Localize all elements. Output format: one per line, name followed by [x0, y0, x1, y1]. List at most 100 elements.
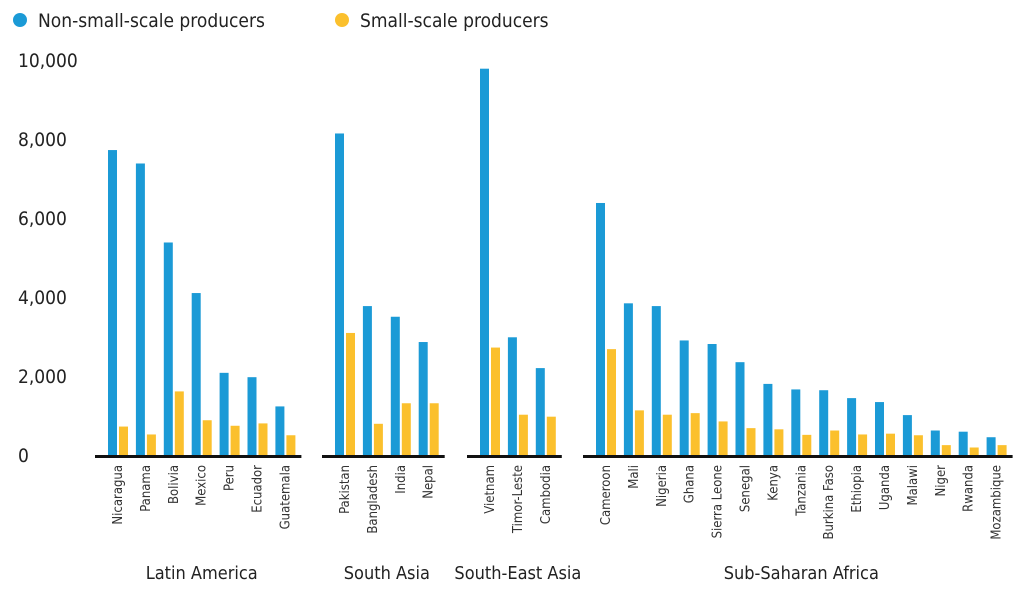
bar-non-small-mali — [623, 303, 633, 455]
bar-non-small-sierra-leone — [707, 344, 717, 455]
legend-swatch-non-small — [13, 13, 27, 27]
bar-non-small-peru — [219, 372, 229, 455]
bar-small-rwanda — [969, 447, 979, 455]
bar-small-bolivia — [174, 391, 184, 455]
y-tick-label: 0 — [18, 445, 29, 467]
group-label: South Asia — [344, 563, 430, 584]
bar-small-nepal — [429, 403, 439, 455]
bar-small-guatemala — [286, 435, 296, 455]
x-tick-label: Nepal — [422, 465, 437, 499]
bar-small-ecuador — [258, 423, 268, 455]
legend: Non-small-scale producers Small-scale pr… — [13, 10, 549, 32]
bar-small-malawi — [913, 435, 923, 455]
x-tick-label: Cameroon — [599, 465, 614, 525]
bar-small-nigeria — [662, 414, 672, 455]
bar-non-small-pakistan — [335, 133, 344, 455]
bar-small-peru — [230, 425, 240, 455]
bar-small-vietnam — [491, 347, 500, 455]
bar-small-cameroon — [607, 349, 616, 455]
x-tick-label: Kenya — [766, 465, 781, 501]
bar-non-small-tanzania — [791, 389, 801, 455]
x-tick-label: Ghana — [683, 465, 698, 503]
legend-label-small: Small-scale producers — [360, 10, 549, 32]
group-label: South-East Asia — [454, 563, 581, 584]
bar-non-small-india — [390, 316, 400, 455]
x-tick-label: Vietnam — [483, 465, 498, 514]
bar-small-ghana — [690, 413, 700, 455]
x-tick-label: Cambodia — [539, 465, 554, 524]
x-tick-label: Guatemala — [278, 465, 293, 529]
bar-small-uganda — [886, 433, 895, 455]
bar-non-small-rwanda — [958, 431, 968, 455]
bar-small-pakistan — [346, 332, 355, 455]
bar-non-small-mexico — [191, 293, 201, 455]
bar-small-senegal — [746, 428, 756, 455]
bar-non-small-ethiopia — [847, 398, 857, 455]
bars — [108, 68, 1007, 456]
bar-small-mali — [634, 410, 644, 455]
bar-small-mexico — [202, 420, 212, 455]
bar-small-panama — [146, 434, 156, 455]
bar-non-small-ghana — [679, 340, 689, 455]
bar-non-small-bangladesh — [362, 306, 372, 455]
x-tick-label: Mali — [627, 465, 642, 489]
bar-small-timor-leste — [518, 414, 528, 455]
bar-small-cambodia — [546, 416, 556, 455]
bar-small-india — [401, 403, 411, 455]
bar-small-niger — [941, 445, 951, 455]
bar-non-small-uganda — [875, 402, 884, 455]
x-tick-label: Peru — [223, 465, 238, 491]
y-axis: 0 2,000 4,000 6,000 8,000 10,000 — [18, 50, 78, 467]
x-tick-label: Senegal — [739, 465, 754, 512]
x-tick-label: Uganda — [878, 465, 893, 510]
x-tick-label: Malawi — [906, 465, 921, 506]
bar-non-small-vietnam — [480, 68, 489, 455]
group-labels: Latin America South Asia South-East Asia Su… — [146, 563, 879, 584]
bar-small-nicaragua — [119, 426, 128, 455]
bar-small-ethiopia — [858, 434, 868, 455]
group-label: Latin America — [146, 563, 258, 584]
x-axis-labels: Nicaragua Panama Bolivia Mexico Peru Ecuador G… — [111, 465, 1005, 540]
x-tick-label: Nigeria — [655, 465, 670, 507]
bar-small-bangladesh — [373, 423, 383, 455]
bar-non-small-niger — [930, 430, 940, 455]
bar-non-small-ecuador — [247, 377, 257, 455]
x-tick-label: Niger — [934, 465, 949, 497]
bar-small-kenya — [774, 429, 784, 455]
y-tick-label: 8,000 — [18, 129, 67, 151]
bar-small-sierra-leone — [718, 421, 728, 455]
y-tick-label: 2,000 — [18, 366, 67, 388]
x-tick-label: Bolivia — [167, 465, 182, 504]
bar-small-burkina-faso — [830, 430, 840, 455]
x-tick-label: Burkina Faso — [822, 465, 837, 540]
x-tick-label: Tanzania — [794, 465, 809, 517]
bar-non-small-panama — [135, 163, 145, 456]
bar-non-small-nicaragua — [108, 150, 117, 455]
bar-non-small-cambodia — [535, 368, 545, 455]
bar-non-small-cameroon — [596, 202, 605, 455]
bar-non-small-burkina-faso — [819, 390, 829, 455]
x-tick-label: Nicaragua — [111, 465, 126, 525]
bar-non-small-timor-leste — [507, 337, 517, 455]
bar-non-small-bolivia — [163, 242, 173, 455]
x-tick-label: Ecuador — [251, 465, 266, 513]
x-tick-label: Sierra Leone — [711, 465, 726, 538]
x-tick-label: Mexico — [195, 465, 210, 506]
x-tick-label: Bangladesh — [366, 465, 381, 534]
bar-non-small-nepal — [418, 342, 428, 455]
x-tick-label: Mozambique — [990, 465, 1005, 540]
bar-non-small-malawi — [902, 415, 912, 455]
x-tick-label: Timor-Leste — [511, 465, 526, 534]
x-tick-label: Rwanda — [962, 465, 977, 512]
x-tick-label: Ethiopia — [850, 465, 865, 513]
y-tick-label: 4,000 — [18, 287, 67, 309]
bar-non-small-senegal — [735, 362, 745, 455]
bar-small-mozambique — [997, 445, 1007, 455]
legend-swatch-small — [335, 13, 349, 27]
bar-non-small-nigeria — [651, 306, 661, 455]
x-tick-label: India — [394, 465, 409, 494]
bar-non-small-mozambique — [986, 437, 996, 455]
bar-non-small-kenya — [763, 383, 773, 455]
